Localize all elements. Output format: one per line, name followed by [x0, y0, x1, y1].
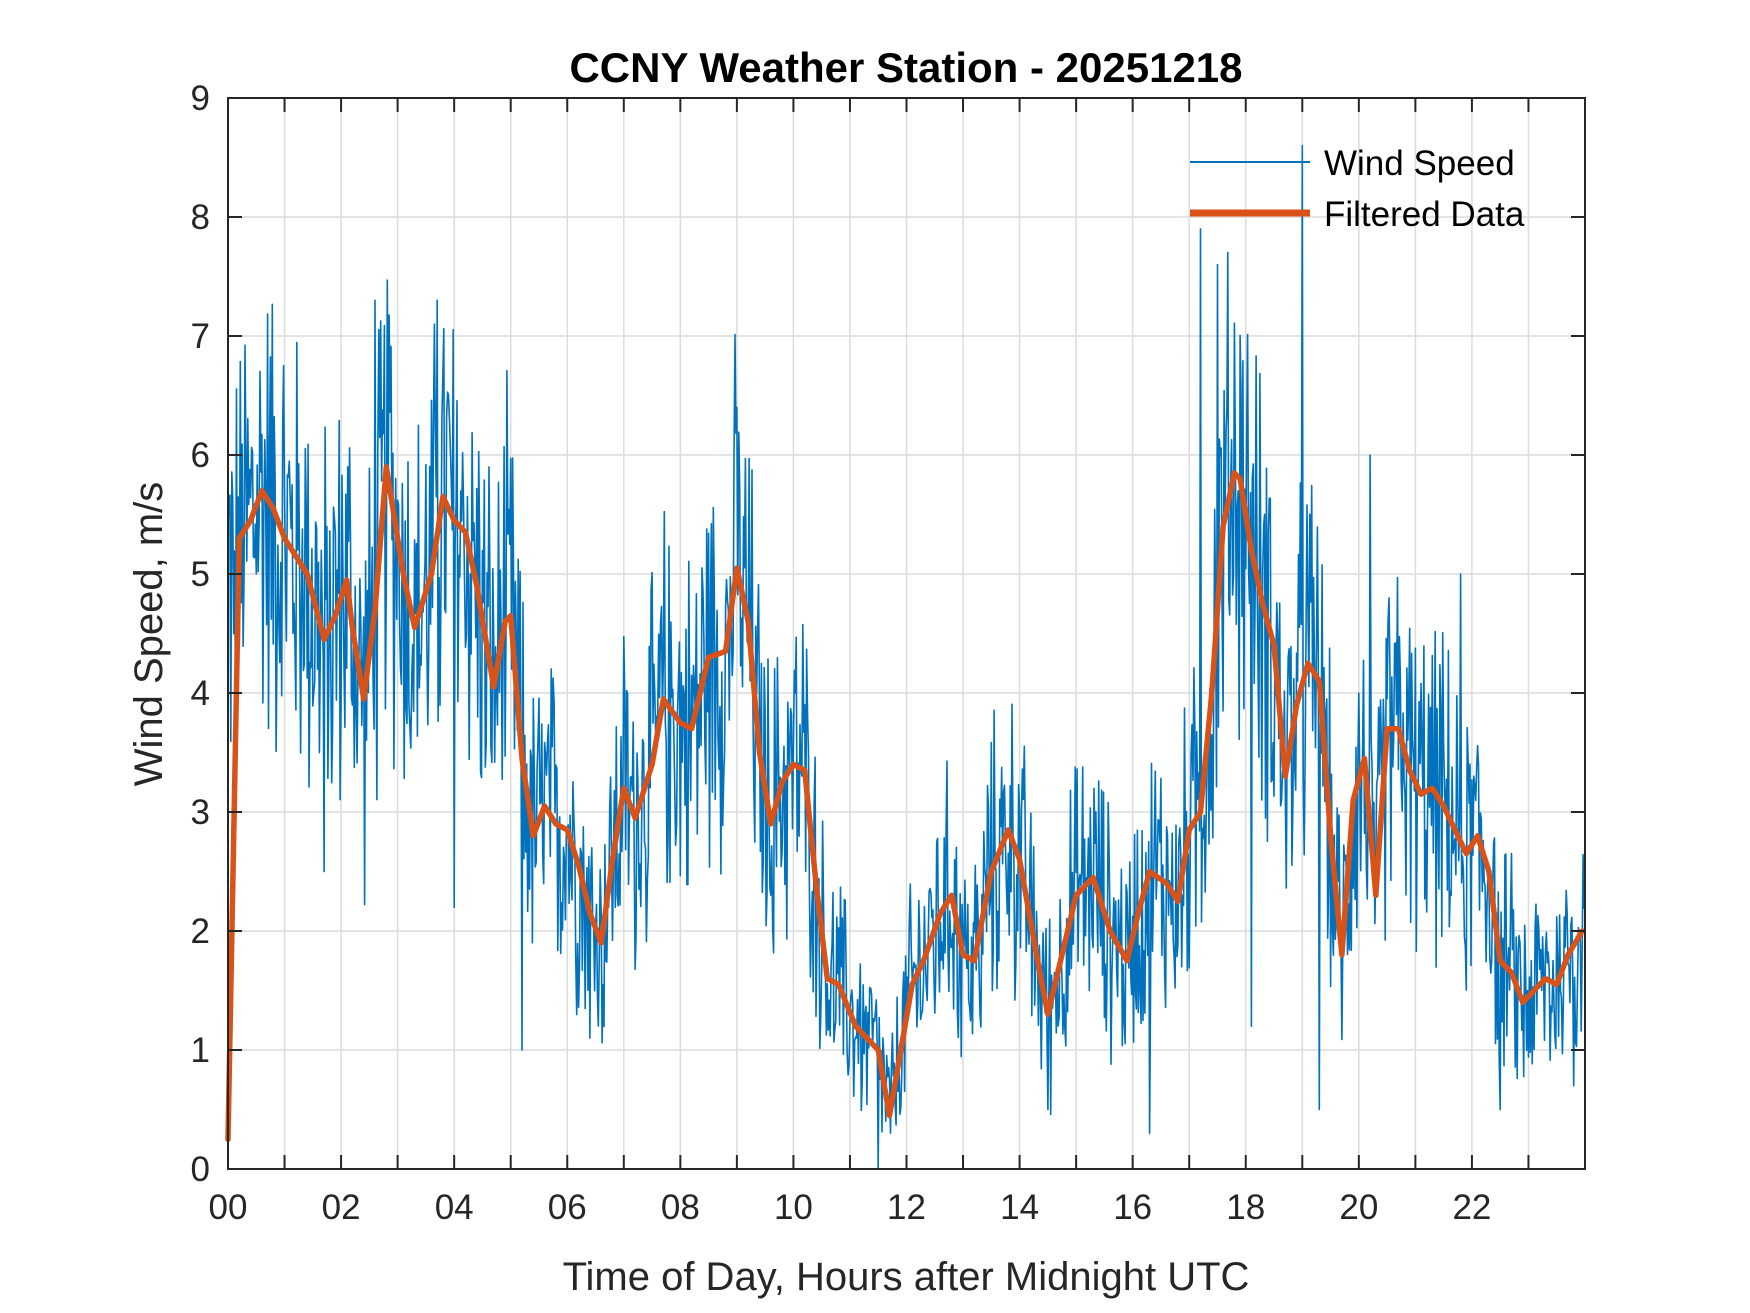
x-axis-label: Time of Day, Hours after Midnight UTC [563, 1255, 1250, 1299]
y-tick-label: 7 [191, 317, 210, 356]
y-tick-label: 8 [191, 198, 210, 237]
x-tick-label: 14 [1000, 1188, 1039, 1227]
y-axis-label: Wind Speed, m/s [127, 482, 171, 787]
wind-speed-series [227, 144, 1585, 1170]
y-tick-label: 0 [191, 1150, 210, 1189]
x-tick-label: 04 [435, 1188, 474, 1227]
filtered-data-line [225, 464, 1585, 1143]
x-tick-label: 12 [887, 1188, 926, 1227]
x-tick-label: 22 [1452, 1188, 1491, 1227]
x-tick-label: 00 [209, 1188, 248, 1227]
x-tick-label: 06 [548, 1188, 587, 1227]
y-tick-label: 1 [191, 1031, 210, 1070]
chart-title: CCNY Weather Station - 20251218 [569, 44, 1242, 91]
legend-label-wind-speed: Wind Speed [1324, 144, 1515, 183]
y-tick-labels: 0 1 2 3 4 5 6 7 8 9 [191, 79, 210, 1189]
legend[interactable]: Wind Speed Filtered Data [1190, 144, 1525, 234]
x-tick-label: 10 [774, 1188, 813, 1227]
y-tick-label: 3 [191, 793, 210, 832]
y-tick-label: 6 [191, 436, 210, 475]
filtered-data-series [225, 464, 1585, 1143]
x-tick-labels: 00 02 04 06 08 10 12 14 16 18 20 22 [209, 1188, 1492, 1227]
legend-label-filtered-data: Filtered Data [1324, 195, 1525, 234]
y-tick-label: 2 [191, 912, 210, 951]
y-tick-label: 9 [191, 79, 210, 118]
wind-speed-line [227, 144, 1585, 1170]
x-tick-label: 20 [1339, 1188, 1378, 1227]
y-tick-label: 4 [191, 674, 210, 713]
x-tick-label: 18 [1226, 1188, 1265, 1227]
y-tick-label: 5 [191, 555, 210, 594]
x-tick-label: 16 [1113, 1188, 1152, 1227]
x-tick-label: 02 [322, 1188, 361, 1227]
axes [227, 97, 1586, 1170]
x-tick-label: 08 [661, 1188, 700, 1227]
